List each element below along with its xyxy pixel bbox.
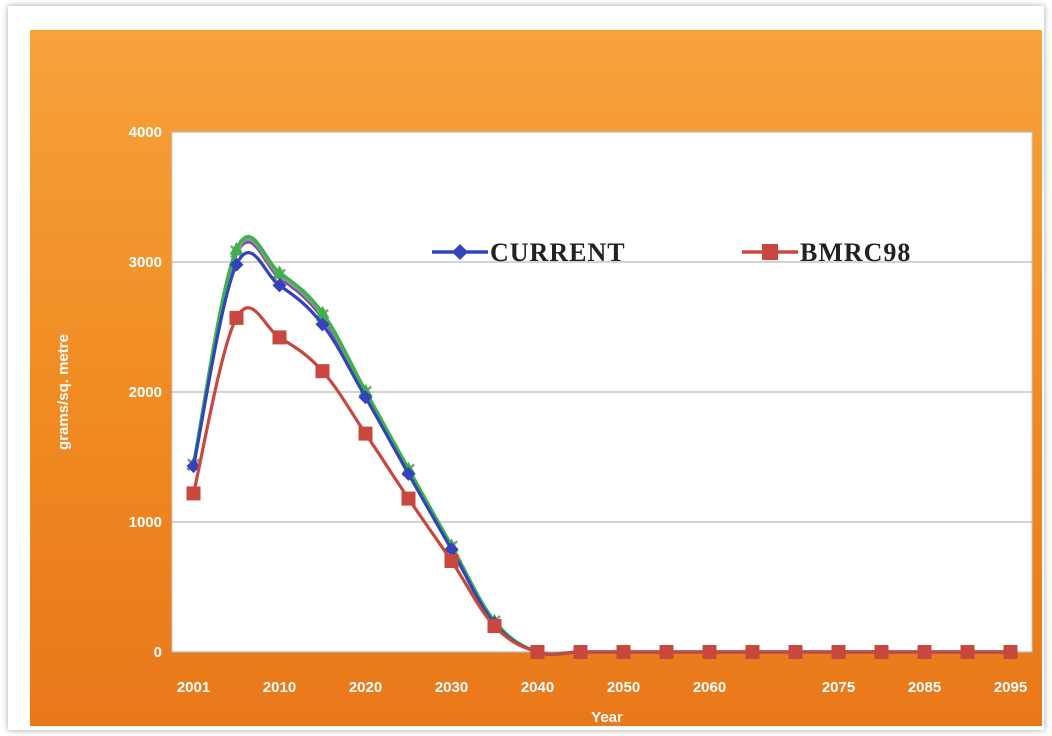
x-tick-label: 2075 <box>822 679 855 696</box>
data-point-square <box>530 645 545 659</box>
y-tick-label: 1000 <box>129 514 162 531</box>
y-tick-label: 4000 <box>129 124 162 141</box>
data-point-triangle <box>315 305 330 319</box>
data-point-diamond <box>358 390 373 405</box>
legend-label: BMRC98 <box>800 238 911 267</box>
data-point-square <box>831 645 846 659</box>
x-tick-label: 2095 <box>994 679 1027 696</box>
data-point-square <box>745 645 760 659</box>
data-point-diamond <box>186 459 201 474</box>
data-point-square <box>960 645 975 659</box>
data-point-square <box>186 486 201 501</box>
data-point-square <box>762 244 778 260</box>
y-tick-label: 3000 <box>129 254 162 271</box>
legend: CURRENT BMRC98 <box>432 238 911 267</box>
x-tick-label: 2085 <box>908 679 941 696</box>
x-tick-label: 2050 <box>607 679 640 696</box>
y-tick-labels: 0 1000 2000 3000 4000 <box>129 124 162 661</box>
x-tick-label: 2010 <box>263 679 296 696</box>
y-tick-label: 2000 <box>129 384 162 401</box>
legend-label: CURRENT <box>490 238 626 267</box>
data-point-square <box>917 645 932 659</box>
data-point-diamond <box>229 257 244 272</box>
data-point-square <box>315 364 330 379</box>
data-point-triangle <box>272 265 287 278</box>
data-point-square <box>616 645 631 659</box>
data-point-diamond <box>315 317 330 332</box>
x-tick-label: 2030 <box>435 679 468 696</box>
x-axis-title: Year <box>591 709 623 726</box>
data-point-square <box>487 619 502 633</box>
data-point-square <box>272 330 287 345</box>
chart-panel: 0 1000 2000 3000 4000 2001 2010 2020 2030 2040 20… <box>30 30 1042 726</box>
data-point-square <box>788 645 803 659</box>
data-point-diamond <box>444 542 459 557</box>
y-tick-label: 0 <box>154 644 162 661</box>
series-layer <box>186 234 1018 659</box>
data-point-square <box>444 554 459 568</box>
data-point-square <box>874 645 889 659</box>
data-point-diamond <box>452 244 468 260</box>
data-point-square <box>229 310 244 325</box>
x-tick-label: 2020 <box>349 679 382 696</box>
x-tick-labels: 2001 2010 2020 2030 2040 2050 2060 2075 2085 2095 <box>177 679 1027 696</box>
data-point-square <box>702 645 717 659</box>
data-point-diamond <box>401 466 416 481</box>
data-point-square <box>573 645 588 659</box>
data-point-square <box>401 491 416 506</box>
data-point-diamond <box>272 278 287 293</box>
series-1 <box>186 306 1018 659</box>
legend-item: BMRC98 <box>742 238 911 267</box>
legend-item: CURRENT <box>432 238 626 267</box>
y-axis-title: grams/sq. metre <box>55 334 72 450</box>
data-point-triangle <box>229 242 244 255</box>
x-tick-label: 2060 <box>693 679 726 696</box>
x-tick-label: 2040 <box>521 679 554 696</box>
data-point-square <box>659 645 674 659</box>
data-point-square <box>1003 645 1018 659</box>
x-tick-label: 2001 <box>177 679 210 696</box>
data-point-square <box>358 426 373 441</box>
figure-frame: 0 1000 2000 3000 4000 2001 2010 2020 2030 2040 20… <box>8 6 1044 730</box>
